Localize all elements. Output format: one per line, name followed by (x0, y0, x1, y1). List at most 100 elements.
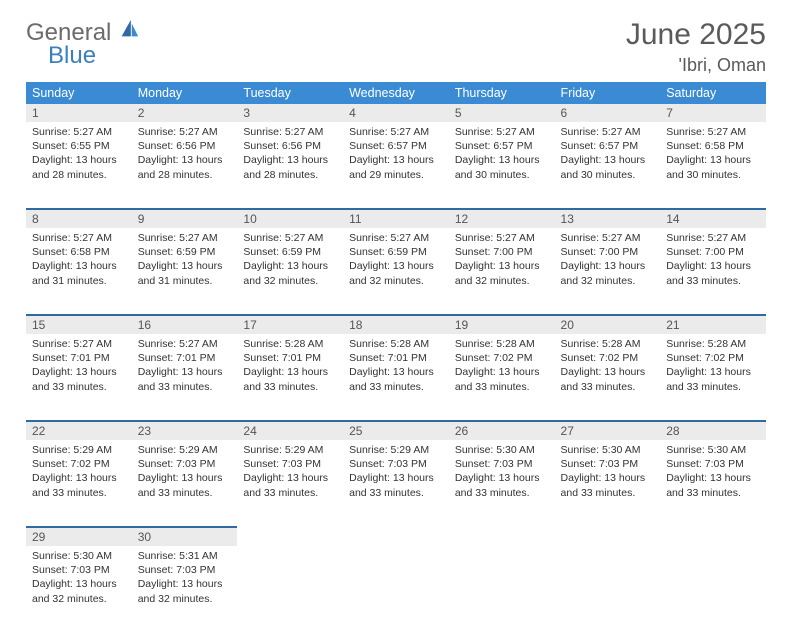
sunset-line: Sunset: 7:01 PM (138, 351, 232, 365)
sunset-line: Sunset: 6:59 PM (138, 245, 232, 259)
day-number-row: 15161718192021 (26, 315, 766, 334)
empty-cell (449, 527, 555, 546)
empty-cell (555, 546, 661, 632)
day-cell: Sunrise: 5:30 AMSunset: 7:03 PMDaylight:… (555, 440, 661, 506)
day-number: 19 (449, 315, 555, 334)
day-number-row: 891011121314 (26, 209, 766, 228)
sunrise-line: Sunrise: 5:27 AM (455, 231, 549, 245)
weekday-header: Tuesday (237, 82, 343, 104)
sunset-line: Sunset: 7:03 PM (561, 457, 655, 471)
day-number: 12 (449, 209, 555, 228)
weekday-header: Friday (555, 82, 661, 104)
sunset-line: Sunset: 6:58 PM (666, 139, 760, 153)
daylight-line: Daylight: 13 hours and 33 minutes. (455, 471, 549, 499)
day-number: 2 (132, 104, 238, 122)
weekday-header: Sunday (26, 82, 132, 104)
sunset-line: Sunset: 6:57 PM (349, 139, 443, 153)
day-number: 24 (237, 421, 343, 440)
day-body-row: Sunrise: 5:27 AM Sunset: 6:55 PM Daylight:… (26, 122, 766, 209)
empty-cell (343, 527, 449, 546)
page-title: June 2025 (626, 18, 766, 51)
day-cell: Sunrise: 5:27 AMSunset: 7:00 PMDaylight:… (449, 228, 555, 294)
day-number: 13 (555, 209, 661, 228)
daylight-line: Daylight: 13 hours and 30 minutes. (666, 153, 760, 181)
daylight-line: Daylight: 13 hours and 33 minutes. (349, 471, 443, 499)
sunrise-line: Sunrise: 5:29 AM (32, 443, 126, 457)
day-number-row: 2930 (26, 527, 766, 546)
daylight-line: Daylight: 13 hours and 32 minutes. (455, 259, 549, 287)
sunrise-line: Sunrise: 5:28 AM (243, 337, 337, 351)
sunrise-line: Sunrise: 5:27 AM (243, 125, 337, 139)
daylight-line: Daylight: 13 hours and 33 minutes. (666, 471, 760, 499)
day-number: 14 (660, 209, 766, 228)
weekday-header-row: Sunday Monday Tuesday Wednesday Thursday… (26, 82, 766, 104)
sunset-line: Sunset: 7:01 PM (32, 351, 126, 365)
day-number: 29 (26, 527, 132, 546)
daylight-line: Daylight: 13 hours and 28 minutes. (243, 153, 337, 181)
brand-line2: Blue (48, 43, 140, 68)
day-number: 26 (449, 421, 555, 440)
day-cell: Sunrise: 5:28 AMSunset: 7:02 PMDaylight:… (449, 334, 555, 400)
daylight-line: Daylight: 13 hours and 32 minutes. (561, 259, 655, 287)
calendar-body: 1234567 Sunrise: 5:27 AM Sunset: 6:55 PM Da… (26, 104, 766, 632)
weekday-header: Saturday (660, 82, 766, 104)
sunset-line: Sunset: 6:59 PM (243, 245, 337, 259)
sunrise-line: Sunrise: 5:30 AM (455, 443, 549, 457)
sunrise-line: Sunrise: 5:31 AM (138, 549, 232, 563)
day-number-row: 1234567 (26, 104, 766, 122)
daylight-line: Daylight: 13 hours and 33 minutes. (349, 365, 443, 393)
sunrise-line: Sunrise: 5:27 AM (138, 337, 232, 351)
daylight-line: Daylight: 13 hours and 30 minutes. (455, 153, 549, 181)
daylight-line: Daylight: 13 hours and 33 minutes. (32, 471, 126, 499)
sunset-line: Sunset: 6:57 PM (561, 139, 655, 153)
sunrise-line: Sunrise: 5:28 AM (666, 337, 760, 351)
day-number: 4 (343, 104, 449, 122)
header: General Blue June 2025 'Ibri, Oman (26, 18, 766, 76)
sunset-line: Sunset: 7:03 PM (349, 457, 443, 471)
day-number: 30 (132, 527, 238, 546)
empty-cell (237, 527, 343, 546)
day-number: 1 (26, 104, 132, 122)
daylight-line: Daylight: 13 hours and 30 minutes. (561, 153, 655, 181)
day-number: 5 (449, 104, 555, 122)
day-number: 6 (555, 104, 661, 122)
sunset-line: Sunset: 7:02 PM (561, 351, 655, 365)
sunset-line: Sunset: 7:03 PM (243, 457, 337, 471)
sunrise-line: Sunrise: 5:27 AM (666, 231, 760, 245)
day-cell: Sunrise: 5:27 AMSunset: 6:55 PMDaylight:… (26, 122, 132, 188)
sunset-line: Sunset: 7:01 PM (349, 351, 443, 365)
weekday-header: Wednesday (343, 82, 449, 104)
daylight-line: Daylight: 13 hours and 31 minutes. (138, 259, 232, 287)
day-number: 9 (132, 209, 238, 228)
sunset-line: Sunset: 6:55 PM (32, 139, 126, 153)
day-number: 10 (237, 209, 343, 228)
sunrise-line: Sunrise: 5:27 AM (32, 337, 126, 351)
daylight-line: Daylight: 13 hours and 32 minutes. (349, 259, 443, 287)
daylight-line: Daylight: 13 hours and 32 minutes. (243, 259, 337, 287)
day-cell: Sunrise: 5:29 AMSunset: 7:03 PMDaylight:… (343, 440, 449, 506)
day-cell: Sunrise: 5:27 AMSunset: 7:00 PMDaylight:… (555, 228, 661, 294)
brand-logo: General Blue (26, 18, 140, 68)
daylight-line: Daylight: 13 hours and 33 minutes. (243, 365, 337, 393)
day-cell: Sunrise: 5:29 AMSunset: 7:03 PMDaylight:… (132, 440, 238, 506)
sunrise-line: Sunrise: 5:27 AM (243, 231, 337, 245)
sunset-line: Sunset: 7:02 PM (455, 351, 549, 365)
sunset-line: Sunset: 7:03 PM (455, 457, 549, 471)
daylight-line: Daylight: 13 hours and 33 minutes. (138, 471, 232, 499)
sunset-line: Sunset: 6:58 PM (32, 245, 126, 259)
weekday-header: Monday (132, 82, 238, 104)
daylight-line: Daylight: 13 hours and 32 minutes. (138, 577, 232, 605)
sunset-line: Sunset: 6:57 PM (455, 139, 549, 153)
sunrise-line: Sunrise: 5:29 AM (349, 443, 443, 457)
daylight-line: Daylight: 13 hours and 33 minutes. (561, 365, 655, 393)
day-cell: Sunrise: 5:27 AMSunset: 6:57 PMDaylight:… (343, 122, 449, 188)
day-cell: Sunrise: 5:27 AMSunset: 7:01 PMDaylight:… (26, 334, 132, 400)
sunset-line: Sunset: 7:00 PM (561, 245, 655, 259)
day-cell: Sunrise: 5:27 AMSunset: 6:56 PMDaylight:… (237, 122, 343, 188)
empty-cell (660, 546, 766, 632)
day-number: 15 (26, 315, 132, 334)
day-number: 11 (343, 209, 449, 228)
sunset-line: Sunset: 7:01 PM (243, 351, 337, 365)
day-number: 18 (343, 315, 449, 334)
sail-icon (118, 18, 140, 40)
